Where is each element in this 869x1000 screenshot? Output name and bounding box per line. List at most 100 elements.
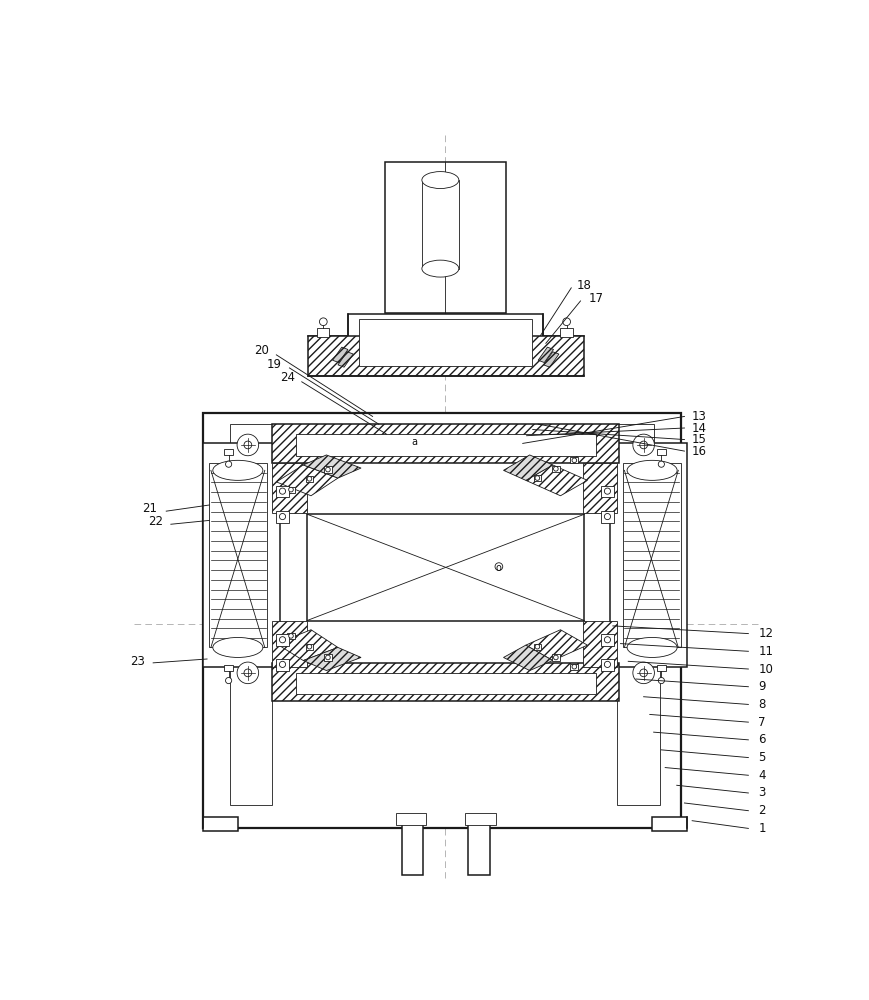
- Circle shape: [659, 461, 665, 467]
- Circle shape: [659, 677, 665, 684]
- Text: 20: 20: [254, 344, 269, 358]
- Bar: [652, 817, 687, 831]
- Bar: [275, 634, 289, 646]
- Polygon shape: [303, 455, 361, 478]
- Text: 4: 4: [759, 769, 766, 782]
- Text: 23: 23: [130, 655, 145, 668]
- Circle shape: [244, 669, 252, 677]
- Bar: [295, 673, 596, 694]
- Bar: [583, 620, 618, 667]
- Bar: [203, 817, 238, 831]
- Text: 21: 21: [142, 502, 157, 515]
- Bar: [317, 328, 329, 337]
- Bar: [230, 424, 653, 443]
- Bar: [348, 314, 543, 374]
- Bar: [306, 644, 314, 650]
- Circle shape: [535, 644, 540, 649]
- Bar: [583, 463, 618, 513]
- Text: 5: 5: [759, 751, 766, 764]
- Bar: [203, 413, 680, 828]
- Circle shape: [326, 467, 330, 472]
- Bar: [465, 813, 496, 825]
- Bar: [224, 665, 233, 671]
- Polygon shape: [276, 630, 338, 661]
- Bar: [401, 821, 423, 875]
- Ellipse shape: [627, 637, 677, 657]
- Ellipse shape: [421, 172, 459, 189]
- Text: 6: 6: [759, 733, 766, 746]
- Text: 8: 8: [759, 698, 766, 711]
- Circle shape: [633, 662, 654, 684]
- Text: 13: 13: [692, 410, 707, 423]
- Text: a: a: [411, 437, 417, 447]
- Bar: [552, 466, 560, 472]
- Text: 24: 24: [281, 371, 295, 384]
- Ellipse shape: [213, 460, 262, 480]
- Polygon shape: [543, 352, 559, 367]
- Polygon shape: [526, 465, 587, 496]
- Circle shape: [326, 655, 330, 660]
- Bar: [203, 443, 280, 667]
- Text: 16: 16: [692, 445, 707, 458]
- Polygon shape: [333, 347, 348, 363]
- Circle shape: [604, 637, 611, 643]
- Bar: [570, 457, 578, 463]
- Bar: [561, 328, 573, 337]
- Circle shape: [307, 644, 312, 649]
- Bar: [570, 664, 578, 670]
- Text: 1: 1: [759, 822, 766, 835]
- Bar: [295, 434, 596, 456]
- Bar: [534, 475, 541, 481]
- Circle shape: [280, 661, 286, 667]
- Circle shape: [244, 441, 252, 449]
- Ellipse shape: [213, 637, 262, 657]
- Bar: [421, 180, 459, 269]
- Bar: [385, 162, 506, 312]
- Polygon shape: [538, 347, 554, 363]
- Circle shape: [535, 476, 540, 480]
- Circle shape: [495, 563, 503, 570]
- Circle shape: [280, 513, 286, 520]
- Bar: [306, 476, 314, 482]
- Text: o: o: [496, 563, 501, 573]
- Bar: [600, 486, 614, 497]
- Ellipse shape: [627, 460, 677, 480]
- Polygon shape: [503, 455, 553, 480]
- Text: 2: 2: [759, 804, 766, 817]
- Text: 9: 9: [759, 680, 766, 693]
- Bar: [618, 443, 660, 805]
- Bar: [308, 336, 584, 376]
- Circle shape: [307, 477, 312, 481]
- Text: 10: 10: [759, 663, 773, 676]
- Circle shape: [237, 662, 259, 684]
- Polygon shape: [303, 647, 361, 671]
- Bar: [359, 319, 532, 366]
- Polygon shape: [338, 352, 354, 367]
- Circle shape: [554, 655, 558, 660]
- Bar: [600, 511, 614, 523]
- Polygon shape: [503, 645, 553, 671]
- Circle shape: [604, 488, 611, 494]
- Bar: [287, 487, 295, 493]
- Bar: [275, 511, 289, 523]
- Bar: [273, 463, 307, 513]
- Bar: [273, 663, 619, 701]
- Bar: [275, 659, 289, 671]
- Bar: [224, 449, 233, 455]
- Bar: [275, 486, 289, 497]
- Text: 22: 22: [148, 515, 163, 528]
- Circle shape: [563, 318, 570, 326]
- Bar: [273, 620, 307, 667]
- Bar: [395, 813, 427, 825]
- Circle shape: [289, 634, 294, 638]
- Text: 7: 7: [759, 716, 766, 729]
- Text: 11: 11: [759, 645, 773, 658]
- Bar: [623, 463, 680, 647]
- Circle shape: [572, 664, 577, 669]
- Bar: [273, 424, 619, 463]
- Text: 15: 15: [692, 433, 707, 446]
- Circle shape: [640, 669, 647, 677]
- Circle shape: [226, 461, 232, 467]
- Bar: [209, 463, 267, 647]
- Circle shape: [320, 318, 327, 326]
